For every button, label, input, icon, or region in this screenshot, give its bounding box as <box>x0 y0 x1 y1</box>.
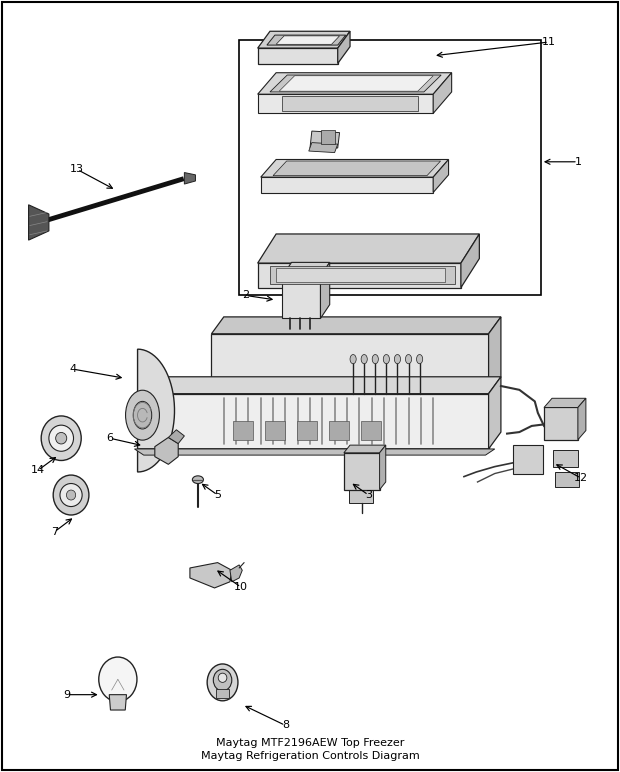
Ellipse shape <box>361 354 367 364</box>
Polygon shape <box>138 377 501 394</box>
FancyBboxPatch shape <box>233 421 253 440</box>
Text: 10: 10 <box>234 582 248 592</box>
Ellipse shape <box>207 664 238 701</box>
Ellipse shape <box>41 416 81 460</box>
Polygon shape <box>258 31 350 48</box>
Polygon shape <box>279 76 433 91</box>
FancyBboxPatch shape <box>553 450 578 466</box>
Ellipse shape <box>372 354 378 364</box>
Polygon shape <box>258 94 433 113</box>
Polygon shape <box>276 36 340 44</box>
Polygon shape <box>489 317 501 394</box>
Ellipse shape <box>405 354 412 364</box>
Text: 8: 8 <box>282 720 289 730</box>
Polygon shape <box>29 205 49 240</box>
Text: 9: 9 <box>63 689 70 699</box>
FancyBboxPatch shape <box>329 421 349 440</box>
FancyBboxPatch shape <box>321 130 335 144</box>
Polygon shape <box>544 398 586 408</box>
Polygon shape <box>230 565 242 582</box>
Text: 3: 3 <box>365 490 372 500</box>
Polygon shape <box>261 160 448 177</box>
Polygon shape <box>258 234 479 263</box>
Polygon shape <box>270 266 454 284</box>
FancyBboxPatch shape <box>513 445 542 474</box>
Polygon shape <box>261 177 433 192</box>
FancyBboxPatch shape <box>344 453 379 489</box>
FancyBboxPatch shape <box>239 40 541 296</box>
Polygon shape <box>282 262 330 276</box>
Polygon shape <box>169 430 184 444</box>
Text: 6: 6 <box>107 433 113 443</box>
Polygon shape <box>216 689 229 698</box>
Polygon shape <box>310 131 340 148</box>
Polygon shape <box>138 349 174 472</box>
Polygon shape <box>578 398 586 440</box>
Polygon shape <box>344 445 386 453</box>
Polygon shape <box>258 73 451 94</box>
Polygon shape <box>184 173 195 184</box>
Text: 7: 7 <box>51 527 58 537</box>
Ellipse shape <box>192 476 203 483</box>
Polygon shape <box>155 438 178 464</box>
Polygon shape <box>489 377 501 449</box>
Text: eReplacementParts.com: eReplacementParts.com <box>208 419 412 437</box>
Ellipse shape <box>53 475 89 515</box>
FancyBboxPatch shape <box>361 421 381 440</box>
FancyBboxPatch shape <box>297 421 317 440</box>
Ellipse shape <box>49 425 74 452</box>
Polygon shape <box>138 394 489 449</box>
Ellipse shape <box>213 669 232 691</box>
Ellipse shape <box>218 673 227 682</box>
Polygon shape <box>349 489 373 503</box>
Ellipse shape <box>394 354 401 364</box>
Text: 14: 14 <box>31 466 45 476</box>
Ellipse shape <box>350 354 356 364</box>
FancyBboxPatch shape <box>544 408 578 440</box>
Ellipse shape <box>56 432 67 444</box>
Polygon shape <box>309 143 338 153</box>
Polygon shape <box>282 96 418 111</box>
Ellipse shape <box>66 490 76 500</box>
Ellipse shape <box>133 401 152 429</box>
Ellipse shape <box>417 354 423 364</box>
FancyBboxPatch shape <box>282 276 321 318</box>
Ellipse shape <box>126 390 159 440</box>
Text: 1: 1 <box>574 157 582 167</box>
Ellipse shape <box>383 354 389 364</box>
Ellipse shape <box>99 657 137 702</box>
Polygon shape <box>135 449 495 455</box>
Polygon shape <box>270 75 441 92</box>
Polygon shape <box>321 262 330 318</box>
Polygon shape <box>258 48 338 63</box>
Polygon shape <box>273 161 441 175</box>
Polygon shape <box>379 445 386 489</box>
Polygon shape <box>338 31 350 63</box>
Text: 2: 2 <box>242 290 249 300</box>
Polygon shape <box>433 160 448 192</box>
Polygon shape <box>258 263 461 288</box>
Text: 13: 13 <box>70 164 84 174</box>
Text: 4: 4 <box>69 364 76 374</box>
Polygon shape <box>267 35 346 45</box>
Polygon shape <box>461 234 479 288</box>
Polygon shape <box>211 334 489 394</box>
Polygon shape <box>276 268 446 283</box>
Polygon shape <box>109 695 126 710</box>
Polygon shape <box>211 317 501 334</box>
Text: 12: 12 <box>574 473 588 483</box>
Ellipse shape <box>60 483 82 506</box>
Polygon shape <box>433 73 451 113</box>
Polygon shape <box>190 563 232 588</box>
FancyBboxPatch shape <box>265 421 285 440</box>
Text: 5: 5 <box>214 490 221 500</box>
Text: Maytag MTF2196AEW Top Freezer
Maytag Refrigeration Controls Diagram: Maytag MTF2196AEW Top Freezer Maytag Ref… <box>201 737 419 760</box>
Text: 11: 11 <box>542 37 556 47</box>
FancyBboxPatch shape <box>555 472 578 487</box>
